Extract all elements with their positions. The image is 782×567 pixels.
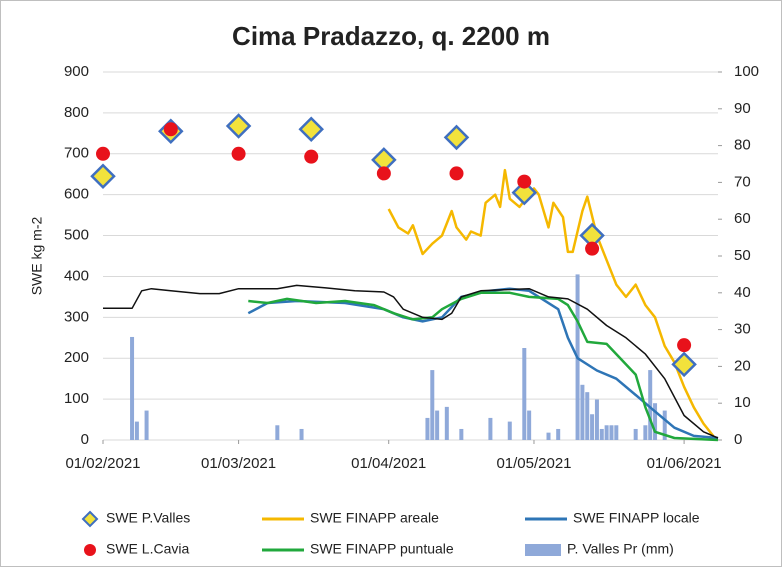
bar [522,348,527,440]
bar [546,432,551,440]
bar [643,425,648,440]
legend-label: SWE FINAPP locale [573,510,700,526]
legend-circle [84,544,96,556]
x-tick-label: 01/06/2021 [647,455,722,472]
y2-tick-label: 50 [734,247,751,264]
bar [299,428,304,440]
bar [507,421,512,440]
bar [425,417,430,440]
x-tick-label: 01/03/2021 [201,455,276,472]
diamond-marker [90,163,116,190]
y2-tick-label: 40 [734,284,751,301]
diamond-marker [225,113,252,139]
bar [435,410,440,440]
diamond-marker [511,179,538,206]
bar [444,406,449,440]
legend-label: P. Valles Pr (mm) [567,541,674,557]
y2-tick-label: 30 [734,321,751,338]
bar [609,425,614,440]
legend-bar [525,544,561,556]
line [387,168,715,437]
y-axis-label: SWE kg m-2 [29,217,45,296]
bar [604,425,609,440]
chart-title: Cima Pradazzo, q. 2200 m [232,21,550,51]
bar [599,428,604,440]
y-tick-label: 500 [64,227,89,244]
diamond-marker [443,124,470,151]
bar [144,410,149,440]
bar [585,392,590,440]
y2-tick-label: 0 [734,431,742,448]
y2-tick-label: 80 [734,137,751,154]
circle-marker [585,241,600,256]
bar [556,428,561,440]
legend-label: SWE FINAPP areale [310,510,439,526]
bar [134,421,139,440]
y-tick-label: 300 [64,308,89,325]
y-tick-label: 100 [64,390,89,407]
line [103,284,719,439]
y2-tick-label: 100 [734,63,759,80]
y-tick-label: 600 [64,186,89,203]
y2-tick-label: 10 [734,394,751,411]
circle-marker [677,338,692,353]
y2-tick-label: 60 [734,210,751,227]
legend-label: SWE FINAPP puntuale [310,541,454,557]
diamond-marker [298,116,324,143]
bar [590,414,595,440]
bar [527,410,532,440]
circle-marker [304,149,319,164]
circle-marker [96,146,110,161]
bar [459,428,464,440]
y-tick-label: 700 [64,145,89,162]
circle-marker [517,174,532,189]
bar [430,370,435,440]
bar [662,410,667,440]
circle-marker [449,166,464,181]
x-tick-label: 01/05/2021 [496,455,571,472]
x-tick-label: 01/04/2021 [351,455,426,472]
circle-marker [163,122,178,137]
bar [130,336,135,440]
bar [648,370,653,440]
y2-tick-label: 90 [734,100,751,117]
y-tick-label: 400 [64,267,89,284]
bar [614,425,619,440]
y-tick-label: 200 [64,349,89,366]
y2-tick-label: 20 [734,357,751,374]
y-tick-label: 900 [64,63,89,80]
legend-label: SWE P.Valles [106,510,190,526]
legend-label: SWE L.Cavia [106,541,189,557]
x-tick-label: 01/02/2021 [65,455,140,472]
circle-marker [376,166,391,181]
bar [275,425,280,440]
bar [653,403,658,440]
bar [594,399,599,440]
bar [580,384,585,440]
circle-marker [231,146,246,161]
y-tick-label: 800 [64,104,89,121]
legend-diamond [81,510,99,528]
line [248,291,719,442]
bar [633,428,638,440]
diamond-marker [671,351,697,378]
y2-tick-label: 70 [734,173,751,190]
y-tick-label: 0 [81,431,89,448]
bar [488,417,493,440]
